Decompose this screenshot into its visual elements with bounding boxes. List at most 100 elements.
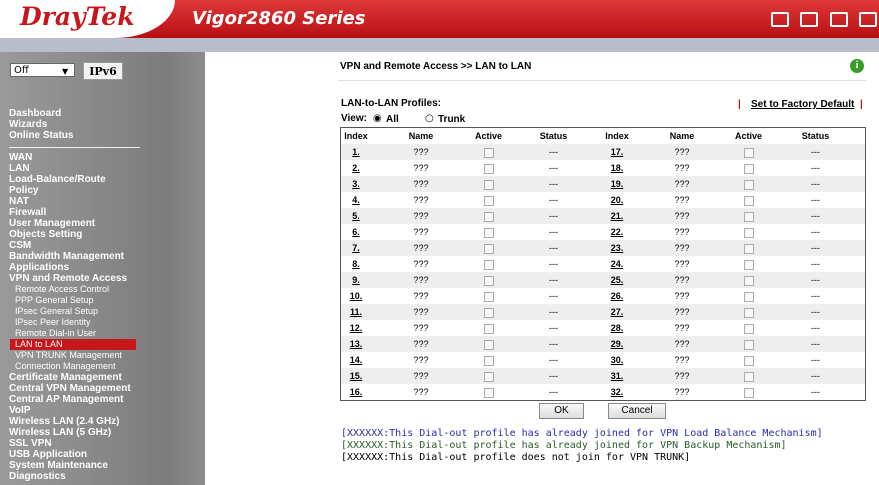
menu-item[interactable]: User Management bbox=[9, 218, 96, 229]
active-checkbox[interactable] bbox=[484, 324, 494, 334]
profile-index[interactable]: 7. bbox=[352, 243, 360, 253]
menu-item[interactable]: Bandwidth Management bbox=[9, 251, 125, 262]
info-icon[interactable]: i bbox=[850, 59, 864, 73]
menu-item[interactable]: Objects Setting bbox=[9, 229, 83, 240]
submenu-item[interactable]: IPsec General Setup bbox=[15, 306, 99, 316]
menu-item[interactable]: VPN and Remote Access bbox=[9, 273, 128, 284]
active-checkbox[interactable] bbox=[484, 308, 494, 318]
active-checkbox[interactable] bbox=[484, 228, 494, 238]
profile-index[interactable]: 29. bbox=[610, 339, 624, 349]
profile-index[interactable]: 21. bbox=[610, 211, 624, 221]
submenu-item[interactable]: VPN TRUNK Management bbox=[15, 350, 122, 360]
profile-index[interactable]: 22. bbox=[610, 227, 624, 237]
menu-item[interactable]: Policy bbox=[9, 185, 39, 196]
menu-item[interactable]: NAT bbox=[9, 196, 29, 207]
profile-index[interactable]: 3. bbox=[352, 179, 360, 189]
active-checkbox[interactable] bbox=[744, 180, 754, 190]
menu-item[interactable]: Diagnostics bbox=[9, 471, 66, 482]
profile-index[interactable]: 23. bbox=[610, 243, 624, 253]
menu-item[interactable]: Central AP Management bbox=[9, 394, 124, 405]
profile-index[interactable]: 8. bbox=[352, 259, 360, 269]
profile-index[interactable]: 4. bbox=[352, 195, 360, 205]
menu-item[interactable]: Wireless LAN (2.4 GHz) bbox=[9, 416, 120, 427]
icon[interactable] bbox=[800, 12, 818, 27]
active-checkbox[interactable] bbox=[744, 324, 754, 334]
factory-link[interactable]: Set to Factory Default bbox=[751, 99, 855, 110]
menu-item[interactable]: System Maintenance bbox=[9, 460, 108, 471]
ipv6-icon[interactable]: IPv6 bbox=[83, 62, 123, 80]
profile-index[interactable]: 17. bbox=[610, 147, 624, 157]
active-checkbox[interactable] bbox=[484, 196, 494, 206]
profile-index[interactable]: 24. bbox=[610, 259, 624, 269]
profile-index[interactable]: 25. bbox=[610, 275, 624, 285]
profile-index[interactable]: 6. bbox=[352, 227, 360, 237]
menu-item[interactable]: LAN bbox=[9, 163, 30, 174]
menu-item[interactable]: WAN bbox=[9, 152, 33, 163]
active-checkbox[interactable] bbox=[744, 388, 754, 398]
profile-index[interactable]: 10. bbox=[349, 291, 363, 301]
active-checkbox[interactable] bbox=[744, 164, 754, 174]
active-checkbox[interactable] bbox=[744, 196, 754, 206]
active-checkbox[interactable] bbox=[484, 180, 494, 190]
active-checkbox[interactable] bbox=[484, 276, 494, 286]
menu-item[interactable]: Load-Balance/Route bbox=[9, 174, 106, 185]
menu-item[interactable]: Dashboard bbox=[9, 108, 62, 119]
menu-item[interactable]: VoIP bbox=[9, 405, 31, 416]
active-checkbox[interactable] bbox=[484, 148, 494, 158]
ok-button[interactable]: OK bbox=[539, 403, 584, 419]
active-checkbox[interactable] bbox=[744, 228, 754, 238]
submenu-item[interactable]: Remote Access Control bbox=[15, 284, 110, 294]
profile-index[interactable]: 2. bbox=[352, 163, 360, 173]
select[interactable]: Off bbox=[10, 63, 75, 77]
active-checkbox[interactable] bbox=[744, 244, 754, 254]
active-checkbox[interactable] bbox=[744, 308, 754, 318]
active-checkbox[interactable] bbox=[484, 356, 494, 366]
active-checkbox[interactable] bbox=[744, 372, 754, 382]
profile-index[interactable]: 32. bbox=[610, 387, 624, 397]
submenu-item[interactable]: Remote Dial-in User bbox=[15, 328, 97, 338]
profile-index[interactable]: 15. bbox=[349, 371, 363, 381]
active-checkbox[interactable] bbox=[484, 340, 494, 350]
profile-index[interactable]: 31. bbox=[610, 371, 624, 381]
menu-item[interactable]: Online Status bbox=[9, 130, 74, 141]
profile-index[interactable]: 1. bbox=[352, 147, 360, 157]
submenu-item[interactable]: Connection Management bbox=[15, 361, 116, 371]
profile-index[interactable]: 19. bbox=[610, 179, 624, 189]
active-checkbox[interactable] bbox=[484, 244, 494, 254]
active-checkbox[interactable] bbox=[484, 260, 494, 270]
icon[interactable] bbox=[830, 12, 848, 27]
active-checkbox[interactable] bbox=[744, 292, 754, 302]
active-checkbox[interactable] bbox=[484, 292, 494, 302]
profile-index[interactable]: 5. bbox=[352, 211, 360, 221]
profile-index[interactable]: 26. bbox=[610, 291, 624, 301]
active-checkbox[interactable] bbox=[744, 276, 754, 286]
submenu-item[interactable]: LAN to LAN bbox=[10, 339, 136, 350]
profile-index[interactable]: 28. bbox=[610, 323, 624, 333]
menu-item[interactable]: Applications bbox=[9, 262, 70, 273]
submenu-item[interactable]: PPP General Setup bbox=[15, 295, 94, 305]
radio[interactable]: ○ bbox=[425, 113, 434, 124]
profile-index[interactable]: 30. bbox=[610, 355, 624, 365]
active-checkbox[interactable] bbox=[484, 372, 494, 382]
profile-index[interactable]: 27. bbox=[610, 307, 624, 317]
profile-index[interactable]: 20. bbox=[610, 195, 624, 205]
radio[interactable]: ◉ bbox=[373, 113, 382, 124]
profile-index[interactable]: 18. bbox=[610, 163, 624, 173]
profile-index[interactable]: 11. bbox=[349, 307, 362, 317]
active-checkbox[interactable] bbox=[744, 340, 754, 350]
menu-item[interactable]: Wizards bbox=[9, 119, 48, 130]
profile-index[interactable]: 16. bbox=[349, 387, 363, 397]
active-checkbox[interactable] bbox=[744, 260, 754, 270]
active-checkbox[interactable] bbox=[484, 212, 494, 222]
submenu-item[interactable]: IPsec Peer Identity bbox=[15, 317, 91, 327]
menu-item[interactable]: Wireless LAN (5 GHz) bbox=[9, 427, 112, 438]
menu-item[interactable]: CSM bbox=[9, 240, 32, 251]
cancel-button[interactable]: Cancel bbox=[608, 403, 666, 419]
active-checkbox[interactable] bbox=[744, 148, 754, 158]
profile-index[interactable]: 13. bbox=[349, 339, 363, 349]
profile-index[interactable]: 9. bbox=[352, 275, 360, 285]
menu-item[interactable]: USB Application bbox=[9, 449, 87, 460]
icon[interactable] bbox=[771, 12, 789, 27]
profile-index[interactable]: 14. bbox=[349, 355, 363, 365]
active-checkbox[interactable] bbox=[484, 388, 494, 398]
